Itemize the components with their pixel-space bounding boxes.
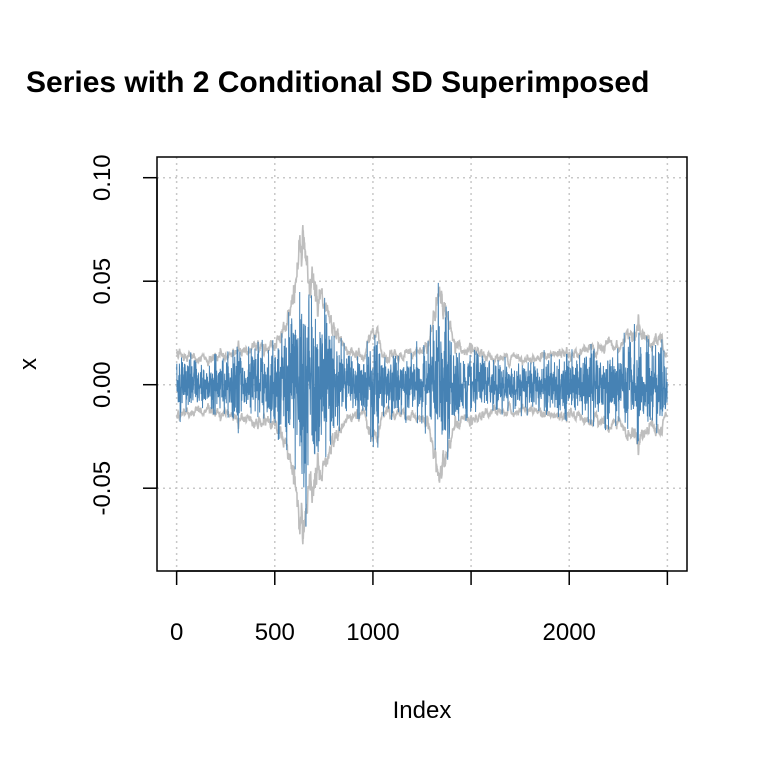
y-tick-label-2: 0.05 [89, 258, 116, 305]
y-axis: -0.05 0.00 0.05 0.10 [89, 154, 158, 516]
y-tick-label-1: 0.00 [89, 361, 116, 408]
x-axis: 0 500 1000 2000 [170, 570, 669, 646]
y-tick-label-0: -0.05 [89, 461, 116, 516]
y-axis-label: x [15, 358, 42, 370]
x-axis-label: Index [393, 697, 452, 724]
series-line [176, 282, 668, 527]
upper-sd-line [175, 225, 668, 370]
y-tick-label-3: 0.10 [89, 154, 116, 201]
chart-title: Series with 2 Conditional SD Superimpose… [26, 66, 649, 99]
x-tick-label-2: 1000 [346, 619, 399, 646]
sd-upper-band [175, 225, 668, 370]
x-tick-label-0: 0 [170, 619, 183, 646]
x-tick-label-4: 2000 [543, 619, 596, 646]
x-tick-label-1: 500 [255, 619, 295, 646]
series-polyline [176, 282, 668, 527]
